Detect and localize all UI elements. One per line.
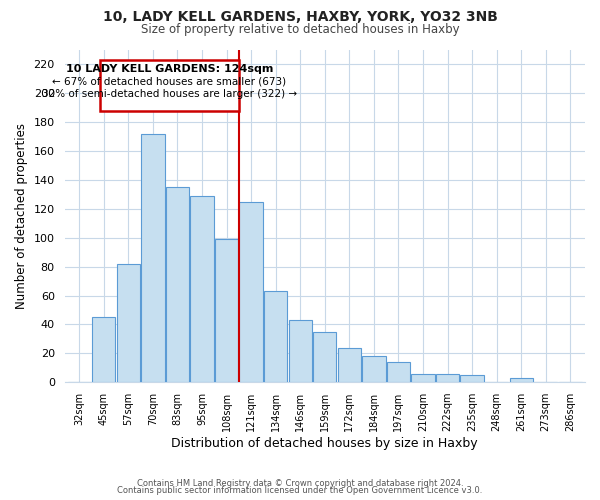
Bar xyxy=(412,374,434,382)
Bar xyxy=(215,239,238,382)
Bar xyxy=(92,317,115,382)
Text: 32% of semi-detached houses are larger (322) →: 32% of semi-detached houses are larger (… xyxy=(42,89,297,99)
Text: Contains HM Land Registry data © Crown copyright and database right 2024.: Contains HM Land Registry data © Crown c… xyxy=(137,478,463,488)
Text: ← 67% of detached houses are smaller (673): ← 67% of detached houses are smaller (67… xyxy=(52,76,287,86)
Bar xyxy=(362,356,386,382)
Bar xyxy=(166,187,189,382)
Y-axis label: Number of detached properties: Number of detached properties xyxy=(15,123,28,309)
Text: Size of property relative to detached houses in Haxby: Size of property relative to detached ho… xyxy=(140,22,460,36)
Bar xyxy=(141,134,164,382)
Bar xyxy=(436,374,459,382)
Bar xyxy=(387,362,410,382)
Bar xyxy=(460,375,484,382)
Bar xyxy=(100,60,239,110)
Text: 10 LADY KELL GARDENS: 124sqm: 10 LADY KELL GARDENS: 124sqm xyxy=(66,64,273,74)
Bar xyxy=(190,196,214,382)
Bar xyxy=(264,291,287,382)
Bar xyxy=(509,378,533,382)
Bar xyxy=(116,264,140,382)
X-axis label: Distribution of detached houses by size in Haxby: Distribution of detached houses by size … xyxy=(172,437,478,450)
Bar xyxy=(338,348,361,382)
Bar xyxy=(289,320,312,382)
Text: 10, LADY KELL GARDENS, HAXBY, YORK, YO32 3NB: 10, LADY KELL GARDENS, HAXBY, YORK, YO32… xyxy=(103,10,497,24)
Text: Contains public sector information licensed under the Open Government Licence v3: Contains public sector information licen… xyxy=(118,486,482,495)
Bar xyxy=(313,332,337,382)
Bar xyxy=(239,202,263,382)
